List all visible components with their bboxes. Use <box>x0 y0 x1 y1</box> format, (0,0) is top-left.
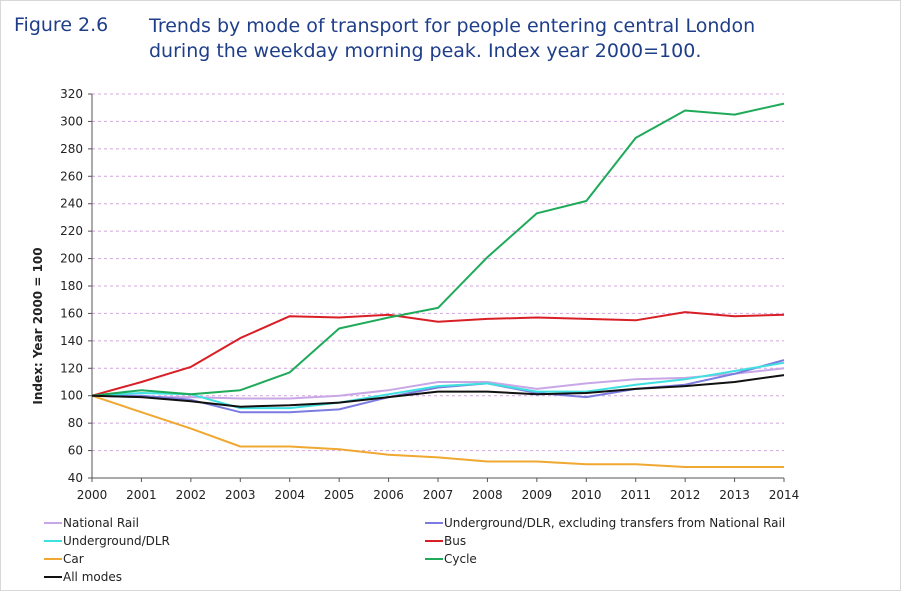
x-tick-label: 2012 <box>670 488 701 502</box>
y-tick-label: 140 <box>60 334 83 348</box>
x-tick-label: 2011 <box>620 488 651 502</box>
x-axis-ticks: 2000 2001 2002 2003 2004 2005 2006 2007 2008 2009… <box>77 478 800 502</box>
legend-swatch <box>425 540 443 542</box>
y-axis-label: Index: Year 2000 = 100 <box>31 247 45 404</box>
series-line-bus <box>91 311 785 397</box>
legend-swatch <box>425 522 443 524</box>
series-line-car <box>91 394 784 468</box>
y-tick-label: 320 <box>60 87 83 101</box>
y-tick-label: 260 <box>60 169 83 183</box>
y-tick-label: 40 <box>68 471 83 485</box>
chart-series <box>91 102 785 468</box>
legend-item-national-rail: National Rail <box>44 516 139 530</box>
x-tick-label: 2005 <box>324 488 355 502</box>
x-tick-label: 2006 <box>373 488 404 502</box>
figure-title: Trends by mode of transport for people e… <box>149 14 849 64</box>
x-tick-label: 2010 <box>571 488 602 502</box>
legend-swatch <box>425 558 443 560</box>
y-tick-label: 120 <box>60 361 83 375</box>
y-axis-ticks: 40 60 80 100 120 140 160 180 200 220 240 260 280 300 3… <box>60 87 92 485</box>
y-tick-label: 100 <box>60 389 83 403</box>
y-tick-label: 160 <box>60 306 83 320</box>
x-tick-label: 2009 <box>522 488 553 502</box>
x-tick-label: 2001 <box>126 488 157 502</box>
legend-label: National Rail <box>63 516 139 530</box>
y-tick-label: 280 <box>60 142 83 156</box>
figure-title-line-1: Trends by mode of transport for people e… <box>149 15 756 37</box>
legend-label: Car <box>63 552 84 566</box>
series-line-cycle <box>91 102 785 397</box>
y-tick-label: 240 <box>60 197 83 211</box>
legend-swatch <box>44 558 62 560</box>
x-tick-label: 2007 <box>423 488 454 502</box>
legend-swatch <box>44 540 62 542</box>
legend-item-underground-dlr: Underground/DLR <box>44 534 170 548</box>
legend-swatch <box>44 576 62 578</box>
series-line-national-rail <box>91 367 785 400</box>
legend-item-bus: Bus <box>425 534 466 548</box>
y-tick-label: 220 <box>60 224 83 238</box>
legend-item-cycle: Cycle <box>425 552 477 566</box>
series-line-all-modes <box>91 374 785 408</box>
y-tick-label: 60 <box>68 444 83 458</box>
x-tick-label: 2008 <box>472 488 503 502</box>
y-tick-label: 200 <box>60 252 83 266</box>
legend-label: Cycle <box>444 552 477 566</box>
legend-item-underground-dlr-excluding-transfers-from-national-rail: Underground/DLR, excluding transfers fro… <box>425 516 785 530</box>
legend-label: Underground/DLR <box>63 534 170 548</box>
legend-item-car: Car <box>44 552 84 566</box>
y-tick-label: 80 <box>68 416 83 430</box>
line-chart: 40 60 80 100 120 140 160 180 200 220 240 260 280 300 3… <box>31 87 800 502</box>
legend-item-all-modes: All modes <box>44 570 122 584</box>
y-tick-label: 180 <box>60 279 83 293</box>
legend-label: All modes <box>63 570 122 584</box>
figure-label: Figure 2.6 <box>14 14 109 36</box>
y-tick-label: 300 <box>60 114 83 128</box>
x-tick-label: 2014 <box>769 488 800 502</box>
x-tick-label: 2013 <box>719 488 750 502</box>
figure-title-line-2: during the weekday morning peak. Index y… <box>149 40 702 62</box>
x-tick-label: 2003 <box>225 488 256 502</box>
series-line-underground-dlr <box>91 361 785 410</box>
chart-gridlines <box>92 93 784 452</box>
x-tick-label: 2000 <box>77 488 108 502</box>
legend-swatch <box>44 522 62 524</box>
x-tick-label: 2002 <box>176 488 207 502</box>
x-tick-label: 2004 <box>274 488 305 502</box>
legend-label: Bus <box>444 534 467 548</box>
legend-label: Underground/DLR, excluding transfers fro… <box>444 516 786 530</box>
